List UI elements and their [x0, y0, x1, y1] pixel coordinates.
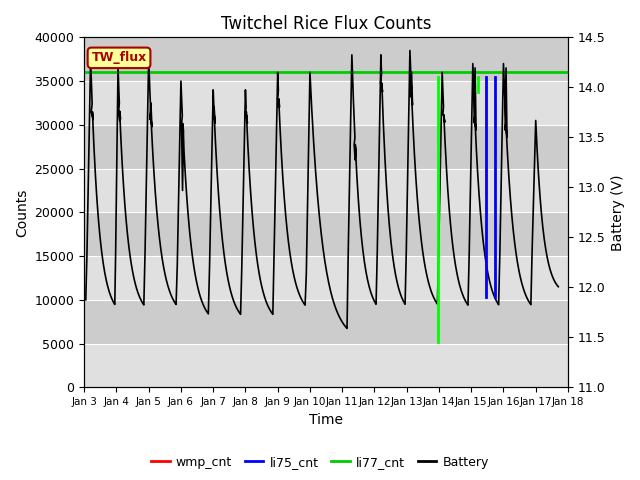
- Y-axis label: Battery (V): Battery (V): [611, 174, 625, 251]
- Bar: [84, 300, 568, 344]
- Bar: [84, 168, 568, 212]
- Title: Twitchel Rice Flux Counts: Twitchel Rice Flux Counts: [221, 15, 431, 33]
- Bar: [84, 125, 568, 168]
- Bar: [84, 212, 568, 256]
- Legend: wmp_cnt, li75_cnt, li77_cnt, Battery: wmp_cnt, li75_cnt, li77_cnt, Battery: [146, 451, 494, 474]
- Bar: [84, 37, 568, 81]
- Bar: [84, 344, 568, 387]
- Y-axis label: Counts: Counts: [15, 188, 29, 237]
- X-axis label: Time: Time: [309, 413, 343, 427]
- Text: TW_flux: TW_flux: [92, 51, 147, 64]
- Bar: [84, 256, 568, 300]
- Bar: [84, 81, 568, 125]
